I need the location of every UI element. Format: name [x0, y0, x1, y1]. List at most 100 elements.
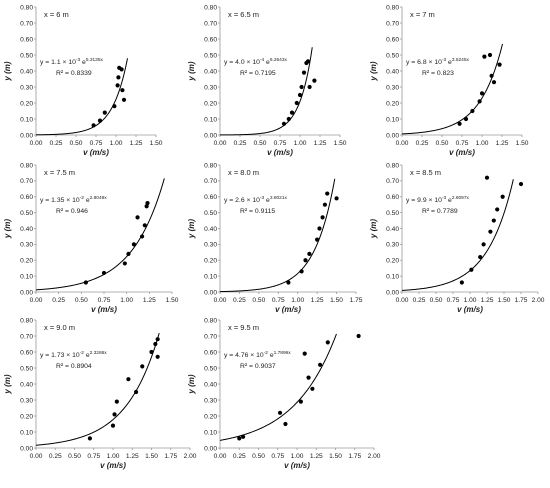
- x-axis-label: v (m/s): [275, 305, 301, 314]
- data-point: [91, 123, 96, 128]
- data-point: [97, 118, 103, 123]
- data-point: [470, 108, 475, 114]
- y-tick-label: 0.30: [20, 397, 33, 404]
- x-tick-label: 1.00: [120, 297, 133, 304]
- x-tick-label: 0.75: [274, 140, 287, 147]
- data-point: [135, 215, 140, 220]
- x-tick-label: 0.00: [214, 297, 227, 304]
- y-tick-label: 0.80: [204, 4, 217, 11]
- panel-7: 0.00 0.10 0.20 0.30 0.40 0.50 0.60 0.70 0.80 0.00…: [3, 317, 197, 470]
- data-point: [298, 399, 303, 404]
- data-point: [491, 218, 496, 223]
- y-tick-label: 0.30: [204, 242, 217, 249]
- y-tick-label: 0.80: [386, 162, 399, 169]
- x-tick-label: 1.50: [166, 297, 179, 304]
- fit-equation: y = 9.9 × 10-3 e2.6097x R² = 0.7789: [406, 195, 470, 215]
- data-point: [459, 280, 464, 285]
- y-tick-label: 0.70: [204, 333, 217, 340]
- x-tick-label: 0.25: [49, 453, 62, 460]
- fit-curve: [35, 178, 165, 291]
- x-tick-label: 1.25: [481, 297, 494, 304]
- equation-text: y = 6.8 × 10-3 e3.5245x: [406, 57, 470, 66]
- x-tick-label: 2.00: [184, 453, 197, 460]
- data-point: [110, 423, 116, 428]
- data-point: [500, 194, 505, 199]
- y-tick-label: 0.20: [386, 100, 399, 107]
- data-point: [153, 341, 158, 347]
- x-tick-label: 2.00: [368, 453, 381, 460]
- x-tick-label: 0.00: [30, 140, 43, 147]
- data-point: [289, 110, 295, 115]
- data-point: [495, 207, 500, 212]
- data-point: [277, 410, 283, 415]
- data-point: [305, 59, 311, 64]
- panel-label: x = 6.5 m: [228, 10, 259, 19]
- data-point: [491, 80, 497, 85]
- fit-equation: y = 4.0 × 10-4 e6.2643x R² = 0.7195: [224, 57, 288, 77]
- data-point: [119, 67, 124, 72]
- y-tick-label: 0.60: [20, 194, 33, 201]
- y-tick-label: 0.50: [204, 365, 217, 372]
- fit-curve: [219, 178, 336, 293]
- fit-equation: y = 1.1 × 10-3 e5.3135x R² = 0.8339: [40, 57, 104, 77]
- data-point: [469, 267, 474, 272]
- panel-label: x = 7 m: [410, 10, 435, 19]
- panel-3: 0.00 0.10 0.20 0.30 0.40 0.50 0.60 0.70 0.80 0.00…: [369, 4, 529, 157]
- y-tick-label: 0.30: [204, 84, 217, 91]
- data-point: [102, 110, 107, 115]
- equation-text: y = 4.0 × 10-4 e6.2643x: [224, 57, 288, 66]
- y-tick-label: 0.70: [386, 178, 399, 185]
- r-squared: R² = 0.946: [56, 208, 88, 215]
- x-tick-label: 0.50: [254, 140, 267, 147]
- y-tick-label: 0.40: [20, 68, 33, 75]
- equation-text: y = 1.73 × 10-2 e2.3286x: [40, 350, 107, 359]
- data-point: [131, 242, 137, 247]
- y-axis-label: y (m): [3, 61, 12, 81]
- data-point: [145, 201, 150, 206]
- data-point: [310, 386, 315, 391]
- x-tick-label: 1.25: [130, 140, 143, 147]
- data-point: [134, 389, 139, 395]
- fit-curve: [35, 332, 160, 446]
- equation-text: y = 1.35 × 10-2 e2.8049x: [40, 195, 107, 204]
- y-tick-label: 0.50: [204, 52, 217, 59]
- x-tick-label: 0.75: [87, 453, 100, 460]
- y-tick-label: 0.50: [20, 365, 33, 372]
- y-tick-label: 0.30: [20, 84, 33, 91]
- x-tick-label: 0.00: [30, 297, 43, 304]
- r-squared: R² = 0.9037: [240, 363, 276, 370]
- x-tick-label: 1.50: [329, 453, 342, 460]
- data-point: [126, 377, 131, 382]
- y-tick-label: 0.50: [204, 210, 217, 217]
- y-tick-label: 0.00: [20, 289, 33, 296]
- data-point: [297, 92, 303, 98]
- y-tick-label: 0.40: [20, 226, 33, 233]
- y-tick-label: 0.10: [20, 273, 33, 280]
- y-tick-label: 0.40: [204, 68, 217, 75]
- y-tick-label: 0.70: [20, 333, 33, 340]
- x-tick-label: 0.50: [68, 453, 81, 460]
- data-point: [126, 251, 131, 256]
- y-tick-label: 0.20: [20, 413, 33, 420]
- data-point: [286, 116, 291, 122]
- fit-curve: [401, 179, 514, 291]
- x-axis-label: v (m/s): [284, 461, 310, 470]
- x-tick-label: 0.00: [396, 297, 409, 304]
- data-point: [307, 84, 312, 90]
- x-tick-label: 1.75: [515, 297, 528, 304]
- data-point: [487, 52, 493, 58]
- data-point: [149, 349, 154, 355]
- data-point: [112, 104, 117, 109]
- data-point: [301, 70, 307, 75]
- x-tick-label: 1.25: [314, 140, 327, 147]
- data-point: [302, 351, 307, 356]
- data-point: [142, 223, 147, 228]
- r-squared: R² = 0.8904: [56, 363, 92, 370]
- x-tick-label: 0.50: [430, 297, 443, 304]
- data-point: [281, 121, 287, 126]
- y-tick-label: 0.70: [20, 178, 33, 185]
- data-point: [356, 333, 361, 339]
- y-tick-label: 0.40: [386, 68, 399, 75]
- y-tick-label: 0.50: [20, 52, 33, 59]
- y-tick-label: 0.40: [204, 381, 217, 388]
